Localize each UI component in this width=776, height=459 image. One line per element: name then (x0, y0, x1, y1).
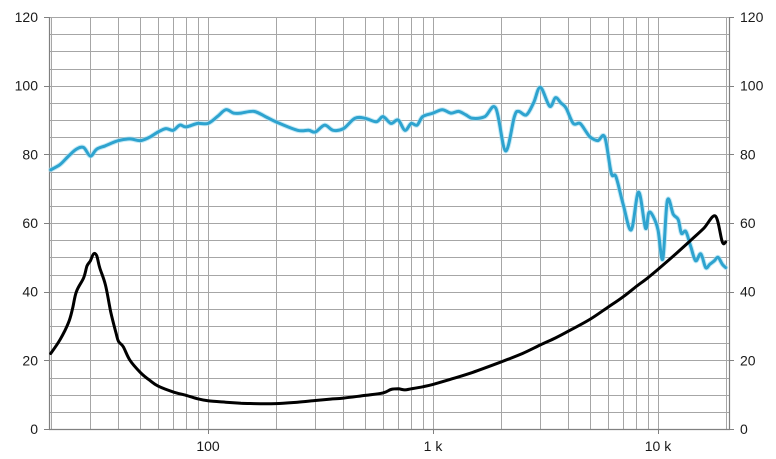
y-tick-label-right: 40 (740, 284, 756, 300)
y-tick-label-right: 80 (740, 146, 756, 162)
y-tick-label-right: 60 (740, 215, 756, 231)
y-tick-label-right: 120 (740, 9, 764, 25)
y-tick-label-left: 120 (15, 9, 39, 25)
y-tick-label-left: 40 (22, 284, 38, 300)
x-tick-label: 100 (196, 438, 220, 454)
grid-lines (49, 17, 729, 430)
x-tick-label: 1 k (424, 438, 444, 454)
data-series (48, 84, 729, 406)
y-tick-label-left: 20 (22, 352, 38, 368)
x-tick-label: 10 k (645, 438, 672, 454)
spl-response-line (49, 85, 728, 270)
y-tick-label-left: 0 (30, 421, 38, 437)
y-tick-label-left: 60 (22, 215, 38, 231)
y-tick-label-left: 80 (22, 146, 38, 162)
y-tick-label-right: 0 (740, 421, 748, 437)
y-tick-label-right: 20 (740, 352, 756, 368)
x-axis-labels: 100 1 k 10 k (196, 429, 672, 454)
y-tick-label-right: 100 (740, 78, 764, 94)
y-axis-left-labels: 0 20 40 60 80 100 120 (15, 9, 49, 437)
y-axis-right-labels: 0 20 40 60 80 100 120 (729, 9, 764, 437)
impedance-line (49, 214, 728, 406)
y-tick-label-left: 100 (15, 78, 39, 94)
